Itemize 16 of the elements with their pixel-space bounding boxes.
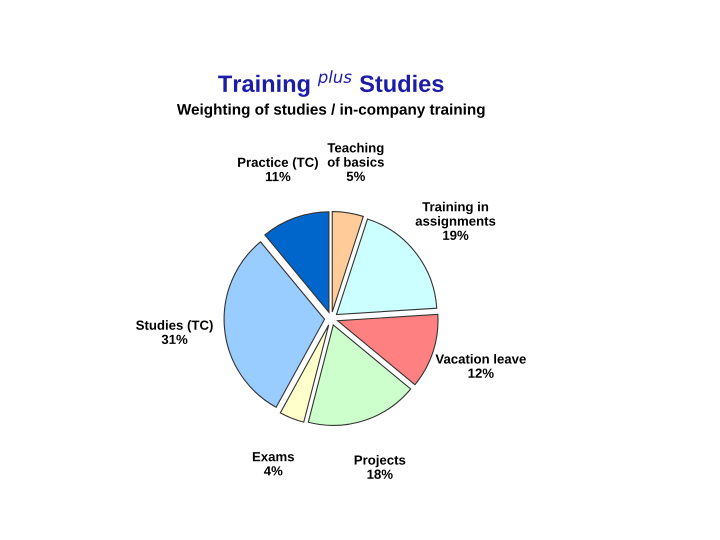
data-label: 5% — [346, 172, 366, 181]
chart-subtitle: Weighting of studies / in-company training — [176, 104, 485, 118]
slice-label: Practice (TC) — [238, 157, 318, 170]
data-label: 19% — [443, 230, 468, 240]
data-label: 31% — [162, 334, 188, 344]
data-label: 11% — [266, 172, 290, 182]
slice-label: Studies (TC) — [136, 320, 213, 332]
slice-label: Vacation leave — [435, 354, 526, 364]
data-label: 18% — [367, 470, 393, 479]
slice-label: Projects — [354, 455, 406, 468]
slice-label: Teaching of basics — [327, 142, 384, 167]
chart-title: Training $^{plus}$ Studies — [218, 70, 444, 97]
data-label: 12% — [468, 368, 494, 378]
slice-label: Exams — [252, 452, 294, 462]
data-label: 4% — [264, 466, 282, 476]
slice-label: Training in assignments — [416, 202, 496, 228]
